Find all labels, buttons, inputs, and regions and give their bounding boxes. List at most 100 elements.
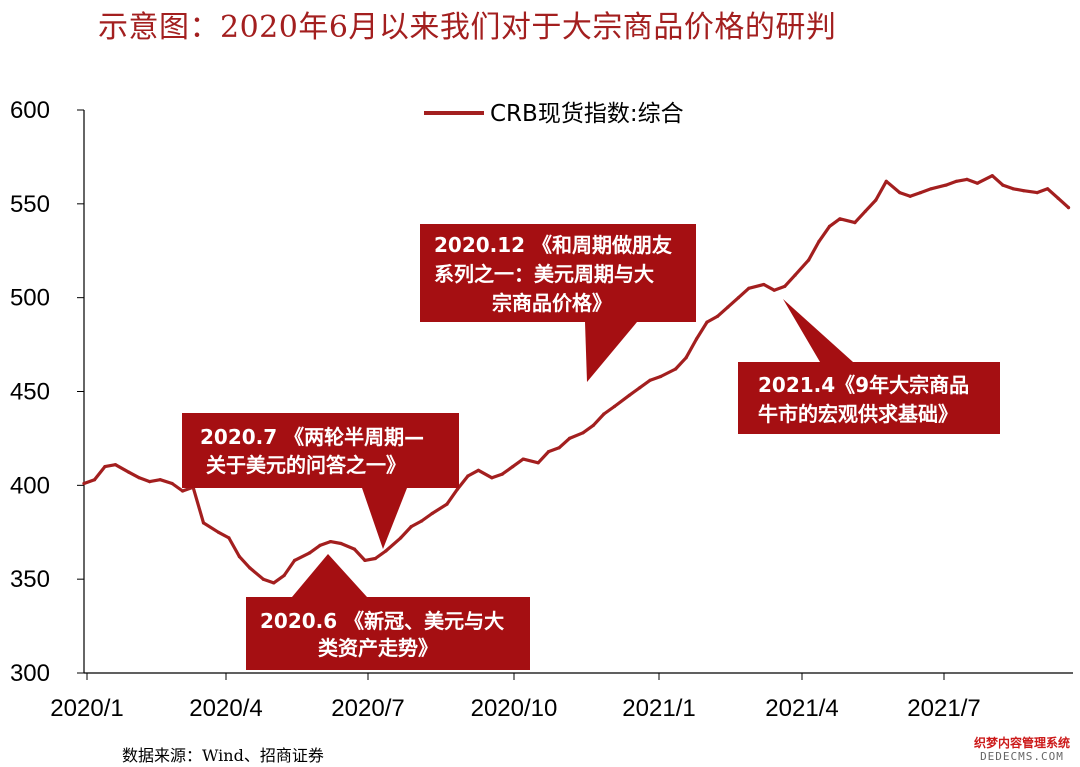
data-point [648,378,652,382]
data-point [1022,189,1026,193]
data-point [736,296,741,300]
data-point [929,187,933,191]
data-point [1066,206,1071,210]
data-point [148,480,152,484]
data-point [772,288,776,292]
y-tick-label: 600 [10,97,50,124]
data-point [282,573,286,578]
data-point [363,558,367,563]
annotation-text: 牛市的宏观供求基础》 [758,402,958,426]
annotation-text: 2020.6 《新冠、美元与大 [260,609,504,633]
data-point [762,282,766,287]
data-point [445,502,449,506]
data-point [248,566,252,570]
y-tick-label: 400 [10,472,50,499]
data-point [490,476,494,480]
x-tick-label: 2021/4 [765,695,838,722]
data-point [1011,187,1015,191]
annotation-text: 关于美元的问答之一》 [206,453,406,477]
data-point [581,431,585,435]
data-point [201,521,206,525]
data-point [965,177,969,181]
annotation-text: 2020.7 《两轮半周期— [200,425,424,449]
data-point [430,511,434,516]
data-point [158,478,162,482]
data-point [853,221,857,225]
data-point [602,412,606,416]
data-point [638,386,642,390]
data-point [705,320,709,324]
x-tick-label: 2020/10 [471,695,558,722]
annotation-box [420,224,696,322]
data-point [627,393,631,397]
chart-series [82,174,1071,585]
data-point [838,217,842,221]
data-point [328,540,333,544]
chart-legend: CRB现货指数:综合 [424,101,684,127]
annotation-text: 2020.12 《和周期做朋友 [434,233,672,257]
y-tick-label: 550 [10,191,50,218]
x-tick-label: 2021/7 [907,695,980,722]
data-point [684,356,688,360]
data-point [557,446,561,450]
legend-label: CRB现货指数:综合 [490,101,684,127]
data-point [1035,191,1039,195]
data-point [863,209,867,213]
data-point [817,239,821,243]
data-point [807,258,811,262]
data-point [170,481,174,486]
data-point [874,198,878,202]
data-point [908,194,912,198]
page-title: 示意图：2020年6月以来我们对于大宗商品价格的研判 [98,10,837,45]
annotation-pointer [362,488,407,549]
data-point [113,463,117,467]
data-point [227,536,231,540]
data-point [547,450,551,454]
data-point [536,461,540,465]
y-tick-label: 500 [10,285,50,312]
data-point [318,543,322,548]
data-point [898,191,902,195]
data-point [591,423,596,427]
watermark: 织梦内容管理系统 DEDECMS.COM [970,736,1074,764]
data-point [339,541,343,546]
annotation-text: 2021.4《9年大宗商品 [758,373,969,397]
data-point [237,555,241,559]
annotation-text: 系列之一：美元周期与大 [434,262,654,286]
data-point [352,547,356,551]
data-point [511,465,515,469]
data-point [455,487,460,491]
annotation-callout: 2020.7 《两轮半周期— 关于美元的问答之一》 [182,413,459,549]
watermark-line-1: 织梦内容管理系统 [973,736,1070,750]
annotation-box [182,413,459,488]
chart-axes: 300 350 400 450 500 550 600 2020/1 2020/4 2020/7 2… [10,97,1073,722]
x-tick-label: 2020/7 [331,695,404,722]
x-tick-label: 2020/1 [50,695,123,722]
y-tick-label: 350 [10,566,50,593]
data-point [1001,183,1005,187]
annotation-box [738,362,1000,434]
data-point [944,183,948,187]
annotation-pointer [783,299,853,362]
data-point [500,472,504,476]
annotation-text: 类资产走势》 [318,636,438,660]
data-point [137,476,141,480]
data-point [476,468,480,472]
data-point [793,273,797,277]
data-point [715,314,720,318]
y-tick-label: 450 [10,379,50,406]
data-point [659,374,663,379]
data-point [674,367,678,371]
y-tick-label: 300 [10,660,50,687]
data-point [261,577,265,581]
data-point [308,551,312,555]
x-tick-label: 2021/1 [622,695,695,722]
data-point [127,470,131,474]
data-point [827,224,832,228]
data-point [272,581,276,585]
data-point [990,174,994,178]
data-point [466,474,470,478]
